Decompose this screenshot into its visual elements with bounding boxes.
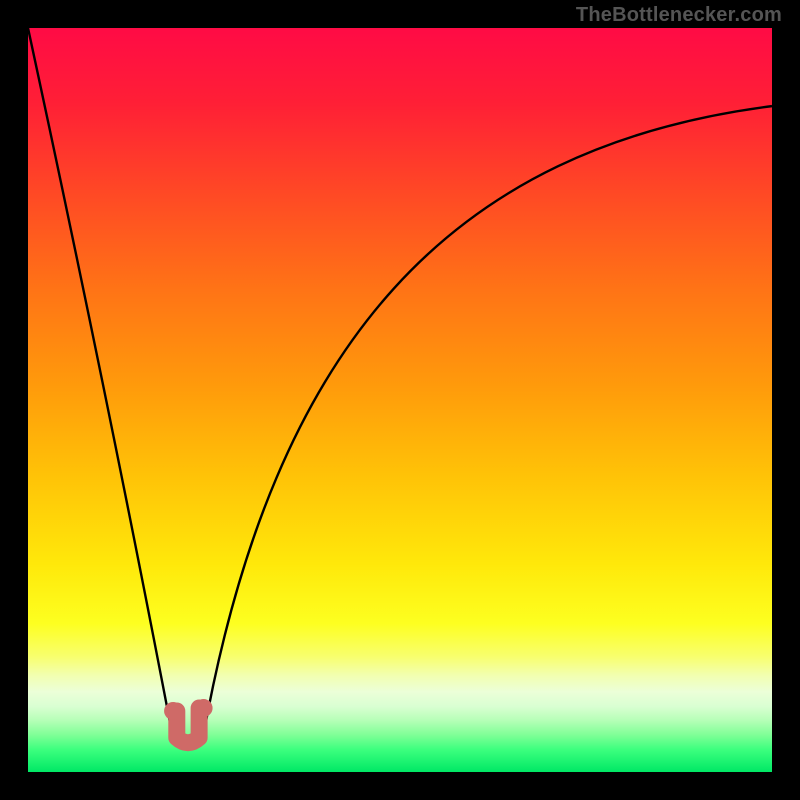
valley-marker-dot-left <box>164 702 182 720</box>
valley-marker-dot-right <box>195 699 213 717</box>
bottleneck-chart <box>0 0 800 800</box>
gradient-background <box>28 28 772 772</box>
chart-frame: TheBottlenecker.com <box>0 0 800 800</box>
watermark-text: TheBottlenecker.com <box>576 4 782 27</box>
